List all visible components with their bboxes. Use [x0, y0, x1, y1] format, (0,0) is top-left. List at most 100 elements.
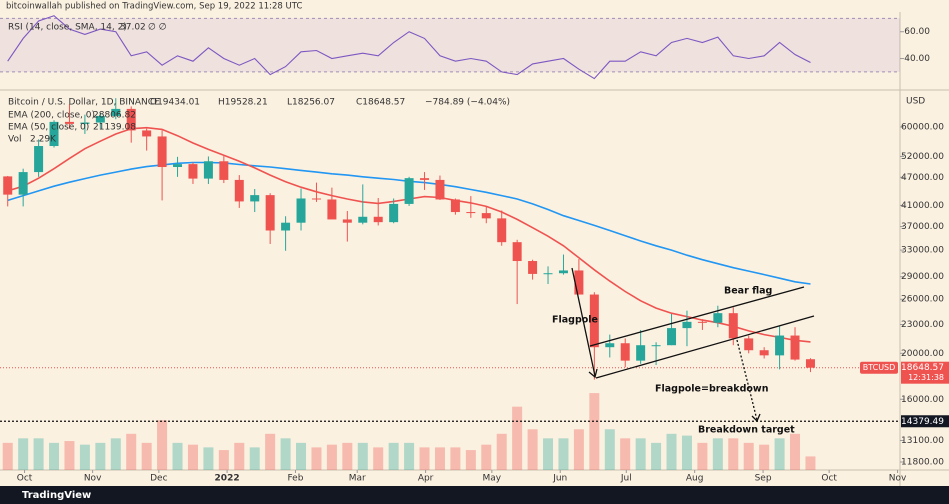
rsi-legend: RSI (14, close, SMA, 14, 2) — [8, 23, 127, 33]
candle-body — [34, 146, 44, 173]
candle-body — [126, 108, 136, 131]
candle-body — [95, 115, 105, 123]
volume-bar — [666, 433, 677, 470]
footer-bar — [0, 486, 949, 504]
volume-bar — [126, 433, 137, 470]
x-tick-label: Dec — [150, 474, 167, 484]
x-tick-label: Nov — [84, 474, 102, 484]
candle-body — [389, 203, 399, 223]
candle-body — [219, 161, 229, 180]
volume-bar — [342, 442, 353, 470]
volume-bar — [434, 447, 445, 470]
legend-ohlc: C18648.57 — [356, 98, 405, 108]
volume-bar — [187, 444, 198, 470]
candle-body — [528, 261, 538, 274]
rsi-y-tick-label: 40.00 — [904, 54, 930, 64]
volume-bar — [681, 435, 692, 470]
candle-body — [651, 345, 661, 347]
legend-ohlc: L18256.07 — [287, 98, 335, 108]
candle-body — [805, 359, 815, 368]
volume-bar — [388, 442, 399, 470]
candle-body — [667, 328, 677, 346]
candle-body — [589, 294, 599, 348]
volume-bar — [790, 433, 801, 470]
volume-bar — [543, 438, 554, 470]
x-tick-label: Nov — [889, 474, 907, 484]
volume-bar — [743, 442, 754, 470]
volume-bar — [157, 420, 168, 470]
volume-bar — [450, 447, 461, 470]
volume-bar — [404, 442, 415, 470]
y-tick-label: 13100.00 — [901, 436, 944, 446]
candle-body — [18, 172, 28, 195]
target-tag: 14379.49 — [901, 417, 944, 427]
candle-body — [620, 343, 630, 361]
legend-volume-value: 2.29K — [30, 135, 57, 145]
candle-body — [3, 176, 13, 195]
symbol-tag: BTCUSD — [863, 363, 896, 372]
candle-body — [790, 335, 800, 360]
legend-volume: Vol — [8, 135, 21, 145]
y-tick-label: 41000.00 — [901, 201, 944, 211]
rsi-legend-value: 37.02 — [120, 23, 146, 33]
candle-body — [450, 199, 460, 213]
y-tick-label: 26000.00 — [901, 295, 944, 305]
candle-body — [497, 218, 507, 243]
x-tick-label: Sep — [755, 474, 772, 484]
candle-body — [250, 195, 260, 202]
candle-body — [759, 350, 769, 356]
legend-ohlc: −784.89 (−4.04%) — [425, 98, 510, 108]
candle-body — [466, 212, 476, 214]
candle-body — [234, 179, 244, 202]
flag-upper-line — [589, 286, 805, 347]
volume-bar — [234, 442, 245, 470]
candle-body — [744, 338, 754, 351]
y-tick-label: 37000.00 — [901, 222, 944, 232]
volume-bar — [558, 438, 569, 470]
candle-body — [373, 216, 383, 223]
rsi-legend-extra: ∅ ∅ — [148, 23, 167, 33]
candle-body — [558, 270, 568, 274]
annotation: Bear flag — [724, 286, 772, 297]
volume-bar — [326, 444, 337, 470]
volume-bar — [265, 433, 276, 470]
volume-bar — [249, 447, 260, 470]
candle-body — [327, 199, 337, 220]
rsi-y-tick-label: 60.00 — [904, 27, 930, 37]
volume-bar — [218, 450, 229, 470]
candle-body — [713, 313, 723, 323]
candle-body — [728, 313, 738, 339]
volume-bar — [296, 442, 307, 470]
candle-body — [543, 273, 553, 275]
volume-bar — [203, 447, 214, 470]
candle-body — [775, 335, 785, 356]
volume-bar — [589, 393, 600, 470]
y-tick-label: 52000.00 — [901, 152, 944, 162]
flagpole-arrow — [571, 267, 596, 377]
candle-body — [173, 164, 183, 168]
volume-bar — [64, 441, 75, 470]
x-tick-label: Aug — [686, 474, 704, 484]
x-tick-label: Oct — [17, 474, 33, 484]
arrow-head — [588, 368, 598, 379]
legend-indicator-value: 21139.08 — [93, 123, 136, 133]
volume-bar — [141, 442, 152, 470]
volume-bar — [373, 447, 384, 470]
annotation: Breakdown target — [698, 425, 795, 436]
candle-body — [188, 164, 198, 179]
y-tick-label: 20000.00 — [901, 349, 944, 359]
y-tick-label: 11800.00 — [901, 457, 944, 467]
volume-bar — [728, 438, 739, 470]
volume-bar — [651, 442, 662, 470]
volume-bar — [573, 429, 584, 470]
volume-bar — [697, 442, 708, 470]
candle-body — [142, 130, 152, 137]
candle-body — [80, 122, 90, 124]
x-tick-label: Feb — [288, 474, 304, 484]
volume-bar — [2, 442, 13, 470]
symbol-tag-bg — [860, 361, 898, 374]
candle-body — [157, 136, 167, 168]
legend-ohlc: H19528.21 — [218, 98, 268, 108]
x-tick-label: 2022 — [215, 474, 240, 484]
